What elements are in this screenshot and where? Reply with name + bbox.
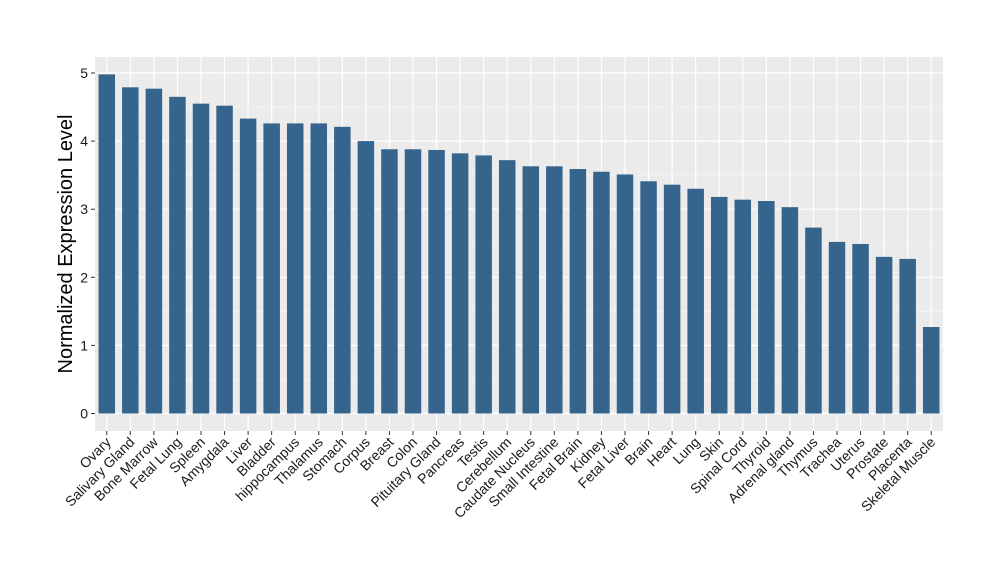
bar [546, 166, 563, 414]
bar [334, 126, 351, 414]
bar [286, 123, 304, 414]
bar [899, 258, 916, 414]
bar [428, 149, 445, 414]
y-tick-label: 1 [80, 337, 88, 353]
bar [781, 207, 799, 414]
bar [852, 243, 869, 414]
bar [357, 141, 375, 414]
bar [663, 184, 681, 414]
bar [522, 166, 540, 414]
bar [710, 196, 728, 414]
bar [475, 155, 492, 414]
y-tick-label: 0 [80, 406, 88, 422]
bar [640, 181, 657, 414]
bar [381, 149, 398, 414]
plot-panel [95, 57, 943, 431]
bar [922, 327, 940, 414]
bar [216, 105, 233, 414]
y-axis-ticks: 0 1 2 3 4 5 [80, 65, 95, 422]
y-tick-label: 5 [80, 65, 88, 81]
bar [451, 153, 469, 414]
bar [758, 201, 775, 414]
bar [828, 241, 846, 414]
bar [122, 87, 139, 414]
bar [239, 118, 257, 414]
bar [98, 74, 116, 414]
bar [569, 169, 587, 414]
bar [687, 188, 704, 414]
y-axis-title: Normalized Expression Level [55, 114, 77, 373]
bar [263, 123, 280, 414]
bar [593, 171, 610, 414]
bar [169, 96, 186, 414]
bar [310, 123, 328, 414]
bar [734, 199, 752, 414]
bar [875, 256, 893, 414]
bar [145, 88, 163, 414]
bar [616, 174, 634, 414]
y-tick-label: 2 [80, 269, 88, 285]
bar [805, 227, 822, 414]
bars [98, 74, 940, 414]
y-tick-label: 3 [80, 201, 88, 217]
bar [192, 103, 210, 414]
bar [498, 160, 516, 414]
y-tick-label: 4 [80, 133, 88, 149]
bar [404, 149, 422, 414]
